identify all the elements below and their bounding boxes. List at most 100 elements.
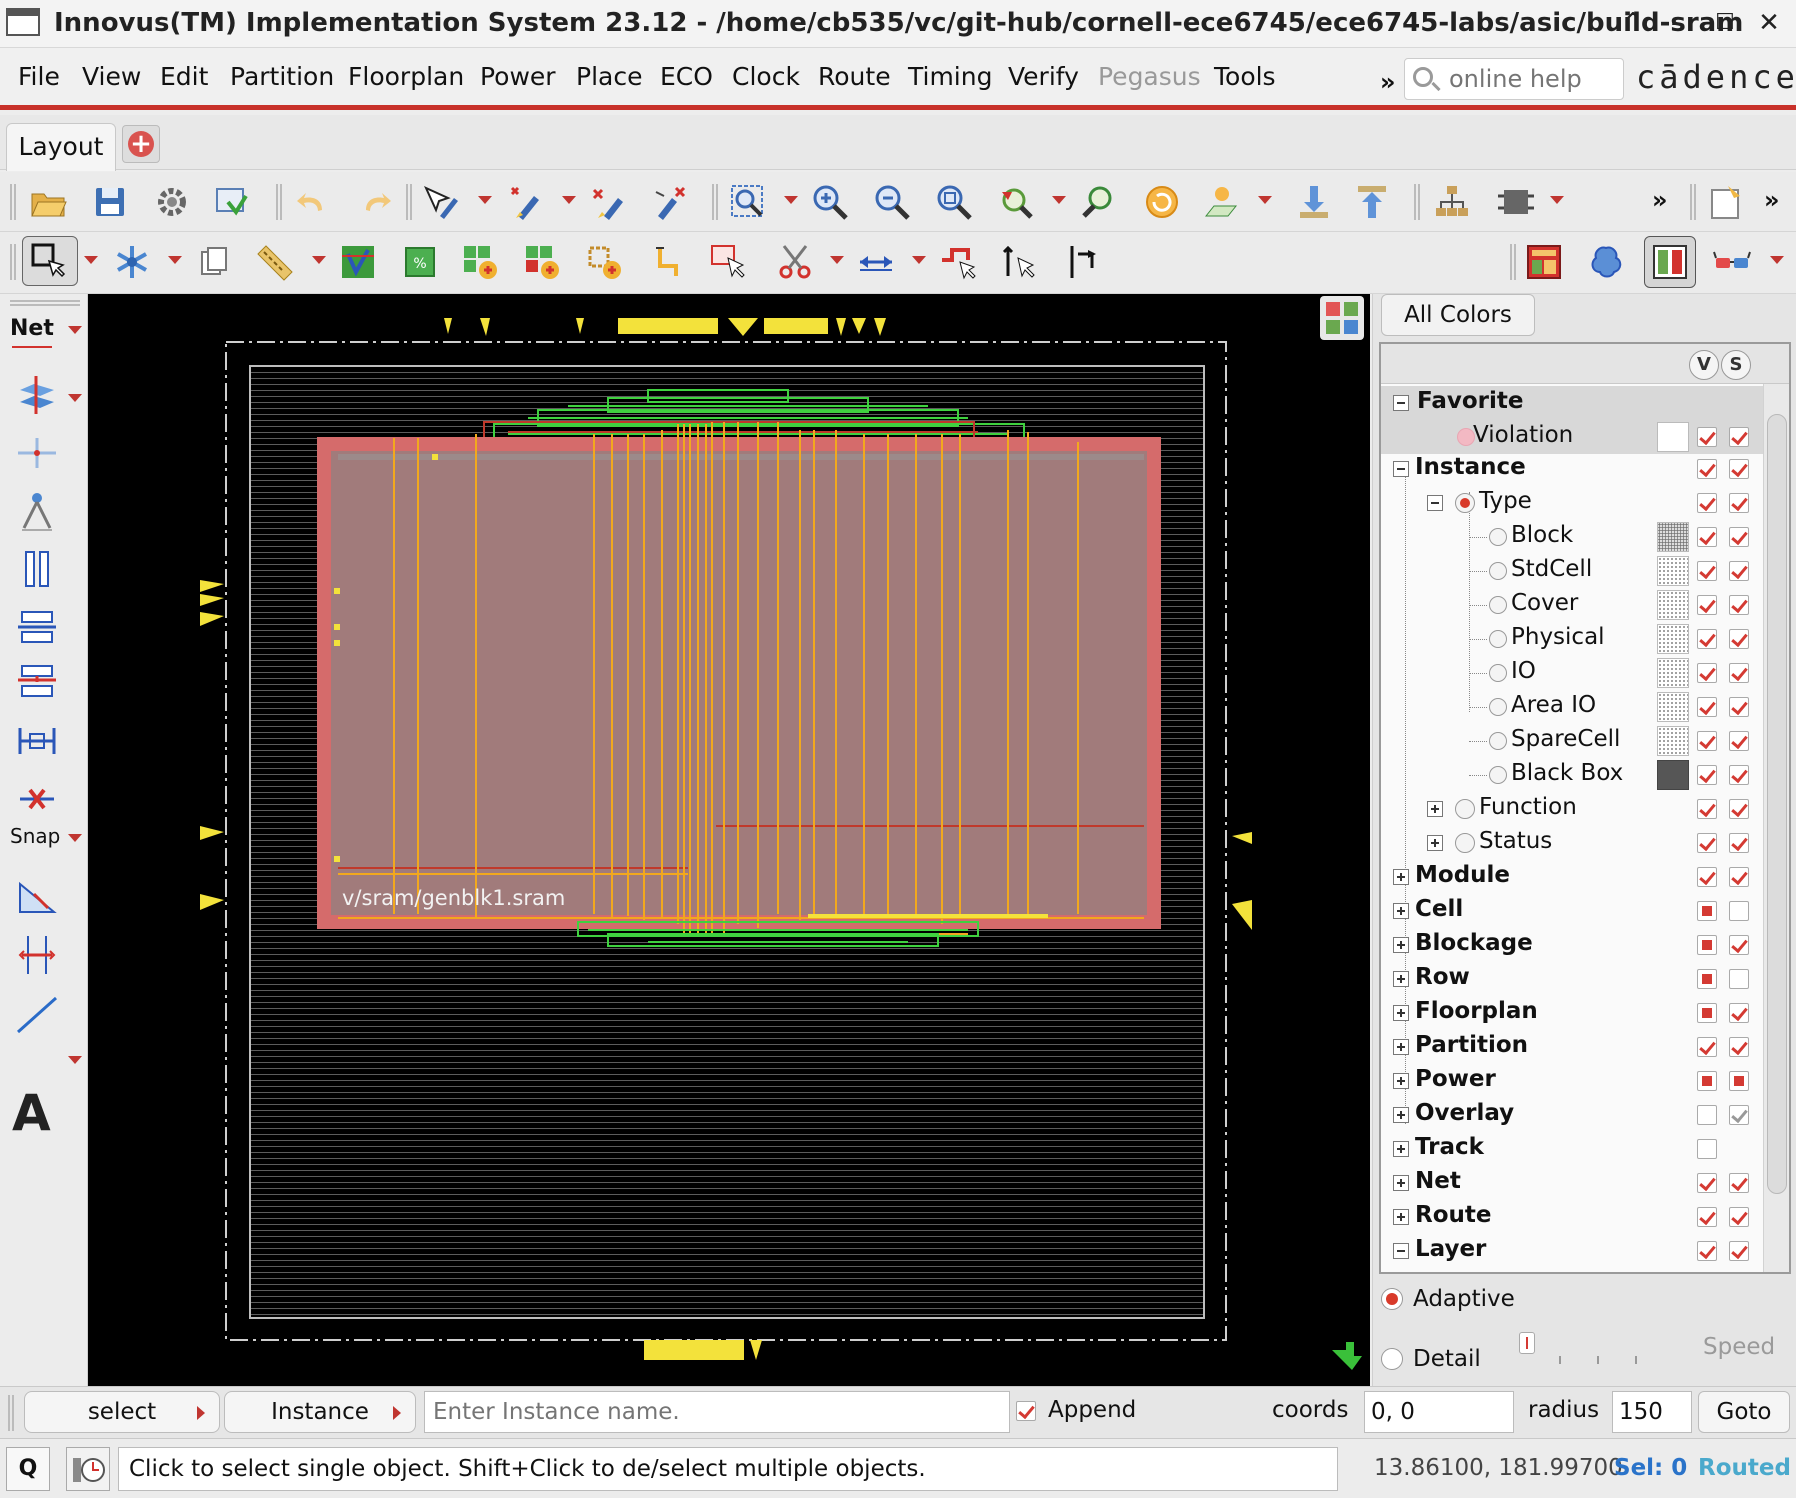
chevron-up-icon[interactable]: ⌃ (1622, 8, 1644, 38)
menu-timing[interactable]: Timing (908, 62, 993, 91)
tree-scrollbar[interactable] (1763, 384, 1789, 1272)
menu-clock[interactable]: Clock (732, 62, 800, 91)
tree-row-stdcell[interactable]: StdCell (1381, 554, 1765, 588)
detail-speed-slider[interactable] (1519, 1332, 1659, 1364)
cell-view-icon[interactable] (1496, 182, 1536, 222)
tree-row-favorite[interactable]: Favorite (1381, 386, 1765, 420)
history-clock-icon[interactable] (66, 1447, 110, 1491)
selectable-checkbox[interactable] (1729, 833, 1749, 853)
ruler-icon[interactable] (254, 242, 294, 282)
toolbar-overflow-button[interactable]: » (1652, 186, 1668, 214)
visible-checkbox[interactable] (1697, 799, 1717, 819)
selectable-checkbox[interactable] (1729, 459, 1749, 479)
spacing-icon[interactable] (14, 718, 60, 764)
tree-row-layer[interactable]: Layer (1381, 1234, 1765, 1272)
color-swatch[interactable] (1657, 522, 1689, 552)
toolbar-grip[interactable] (406, 184, 412, 220)
visible-checkbox[interactable] (1697, 1105, 1717, 1125)
tree-row-blockage[interactable]: Blockage (1381, 928, 1765, 962)
expand-icon[interactable] (1427, 801, 1443, 817)
tree-row-cover[interactable]: Cover (1381, 588, 1765, 622)
selectable-checkbox[interactable] (1729, 1207, 1749, 1227)
fit-view-icon[interactable] (728, 182, 768, 222)
radio-icon[interactable] (1489, 732, 1507, 750)
dropdown-arrow[interactable] (1258, 196, 1272, 204)
toolbar-grip[interactable] (8, 1395, 14, 1431)
selectable-checkbox[interactable] (1729, 1071, 1749, 1091)
redo-icon[interactable] (356, 182, 396, 222)
expand-icon[interactable] (1393, 1175, 1409, 1191)
object-type-dropdown[interactable]: Instance (224, 1391, 416, 1433)
query-button[interactable]: Q (6, 1447, 50, 1491)
collapse-icon[interactable] (1427, 495, 1443, 511)
palette-grip[interactable] (10, 300, 80, 306)
tree-row-route[interactable]: Route (1381, 1200, 1765, 1234)
tree-row-module[interactable]: Module (1381, 860, 1765, 894)
instance-name-input[interactable] (424, 1391, 1010, 1433)
line-tool-icon[interactable] (14, 990, 60, 1036)
online-help-search[interactable] (1404, 58, 1624, 100)
route-wire-icon[interactable] (648, 242, 688, 282)
visible-checkbox[interactable] (1697, 629, 1717, 649)
menu-tools[interactable]: Tools (1214, 62, 1276, 91)
radio-selected-icon[interactable] (1455, 493, 1475, 513)
zoom-out-icon[interactable] (872, 182, 912, 222)
expand-icon[interactable] (1393, 1039, 1409, 1055)
dropdown-arrow[interactable] (562, 196, 576, 204)
add-pin-icon[interactable] (584, 242, 624, 282)
radio-icon[interactable] (1489, 596, 1507, 614)
move-icon[interactable] (938, 242, 978, 282)
menu-view[interactable]: View (82, 62, 142, 91)
visible-checkbox[interactable] (1697, 901, 1717, 921)
menu-place[interactable]: Place (576, 62, 643, 91)
color-swatch[interactable] (1657, 760, 1689, 790)
selectable-checkbox[interactable] (1729, 493, 1749, 513)
visible-checkbox[interactable] (1697, 697, 1717, 717)
toolbar-grip[interactable] (1414, 184, 1420, 220)
design-browser-icon[interactable] (212, 182, 252, 222)
tree-row-block[interactable]: Block (1381, 520, 1765, 554)
compass-icon[interactable] (14, 488, 60, 534)
dropdown-arrow[interactable] (84, 256, 98, 264)
dropdown-arrow[interactable] (68, 326, 82, 334)
selectable-checkbox[interactable] (1729, 1105, 1749, 1125)
dropdown-arrow[interactable] (168, 256, 182, 264)
tree-row-power[interactable]: Power (1381, 1064, 1765, 1098)
visible-checkbox[interactable] (1697, 1173, 1717, 1193)
tree-row-net[interactable]: Net (1381, 1166, 1765, 1200)
radio-icon[interactable] (1489, 528, 1507, 546)
goto-button[interactable]: Goto (1698, 1391, 1790, 1433)
save-icon[interactable] (90, 182, 130, 222)
selectable-checkbox[interactable] (1729, 799, 1749, 819)
visible-checkbox[interactable] (1697, 1207, 1717, 1227)
verify-icon[interactable] (338, 242, 378, 282)
color-swatch[interactable] (1657, 624, 1689, 654)
toolbar-grip[interactable] (10, 244, 16, 280)
color-swatch[interactable] (1657, 658, 1689, 688)
selectable-checkbox[interactable] (1729, 1037, 1749, 1057)
pop-up-icon[interactable] (1352, 182, 1392, 222)
add-filler-icon[interactable] (522, 242, 562, 282)
selectable-checkbox[interactable] (1729, 901, 1749, 921)
selectable-checkbox[interactable] (1729, 697, 1749, 717)
scissors-icon[interactable] (776, 242, 816, 282)
visible-checkbox[interactable] (1697, 493, 1717, 513)
align-bottom-icon[interactable] (14, 660, 60, 706)
layout-drawing[interactable] (88, 294, 1370, 1386)
radio-icon[interactable] (1455, 833, 1475, 853)
visible-checkbox[interactable] (1697, 595, 1717, 615)
text-tool-icon[interactable]: A (12, 1084, 51, 1142)
radio-icon[interactable] (1455, 799, 1475, 819)
zoom-select-icon[interactable] (934, 182, 974, 222)
maximize-button[interactable]: ☐ (1715, 10, 1735, 35)
selectable-checkbox[interactable] (1729, 595, 1749, 615)
visible-checkbox[interactable] (1697, 427, 1717, 447)
toolbar-overflow-button[interactable]: » (1764, 186, 1780, 214)
color-swatch[interactable] (1657, 556, 1689, 586)
tree-row-status[interactable]: Status (1381, 826, 1765, 860)
dropdown-arrow[interactable] (68, 834, 82, 842)
snap-grid-icon[interactable] (14, 932, 60, 978)
menu-power[interactable]: Power (480, 62, 556, 91)
tree-row-row[interactable]: Row (1381, 962, 1765, 996)
dropdown-arrow[interactable] (68, 1056, 82, 1064)
